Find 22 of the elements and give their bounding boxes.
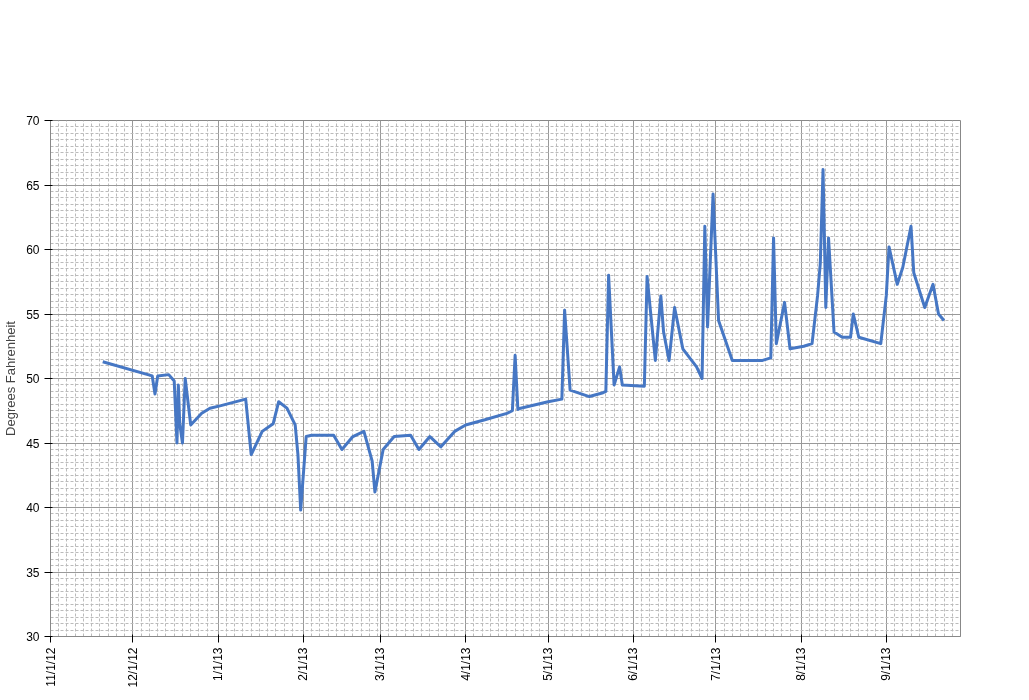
y-tick-label: 30 [26, 630, 40, 644]
x-tick-label: 2/1/13 [296, 647, 311, 681]
x-tick-label: 12/1/12 [125, 647, 140, 688]
y-tick-label: 40 [26, 501, 40, 515]
x-tick-label: 11/1/12 [43, 647, 58, 687]
y-axis-title: Degrees Fahrenheit [3, 320, 19, 436]
y-tick-label: 35 [26, 565, 40, 580]
x-tick-label: 9/1/13 [879, 647, 894, 681]
y-tick-label: 70 [26, 114, 40, 128]
x-tick-label: 4/1/13 [458, 647, 473, 681]
x-tick-label: 6/1/13 [626, 647, 641, 681]
x-tick-label: 7/1/13 [708, 647, 723, 681]
y-tick-label: 65 [26, 178, 40, 193]
y-tick-label: 55 [26, 307, 40, 322]
x-tick-label: 1/1/13 [211, 647, 226, 681]
y-tick-label: 45 [26, 436, 40, 451]
line-series [101, 168, 946, 512]
y-tick-label: 60 [26, 243, 40, 257]
x-tick-label: 3/1/13 [373, 647, 388, 681]
y-tick-label: 50 [26, 372, 40, 386]
x-tick-label: 5/1/13 [541, 647, 556, 681]
x-tick-label: 8/1/13 [794, 647, 809, 681]
